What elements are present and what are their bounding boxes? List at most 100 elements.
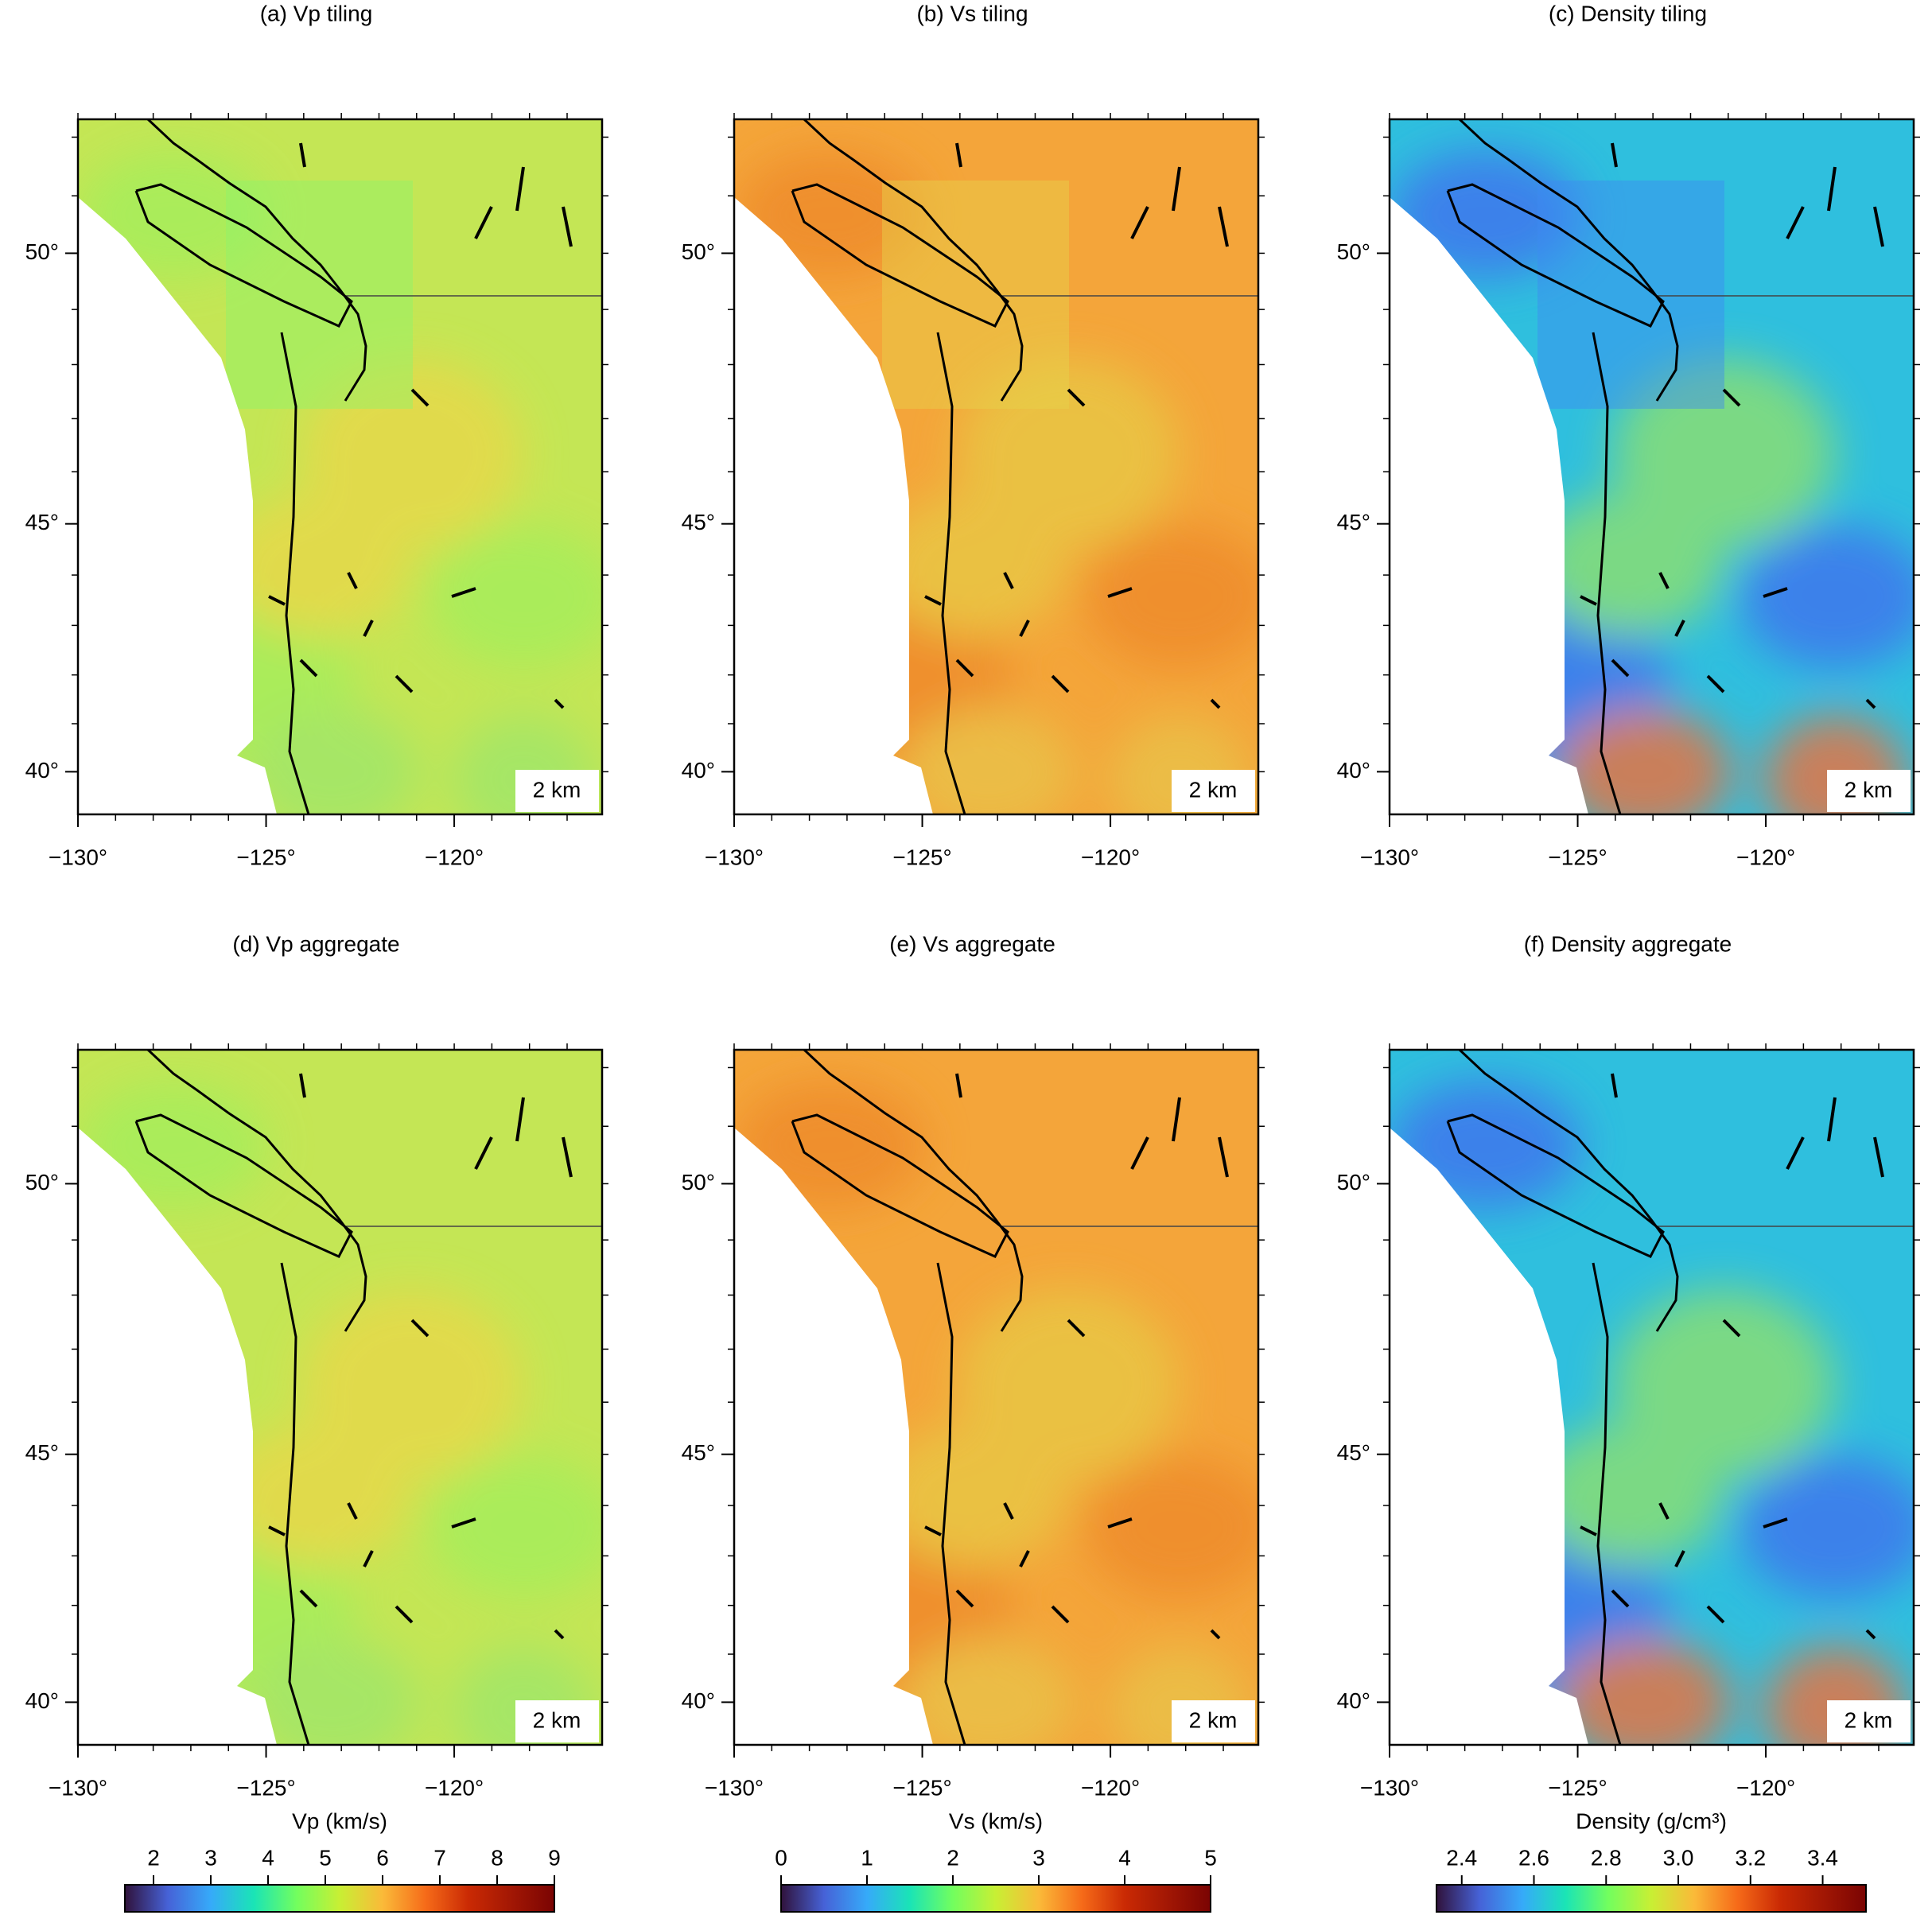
- map-image: [78, 1050, 602, 1745]
- colorbar: Vp (km/s) 2 3 4 5 6 7 8 9: [124, 1808, 561, 1913]
- y-tick-label: 50°: [682, 1170, 715, 1195]
- ocean: [78, 1050, 277, 1745]
- map-blob: [1084, 1455, 1258, 1599]
- ocean: [734, 119, 933, 814]
- fault: [1611, 142, 1618, 168]
- colorbar: Vs (km/s) 0 1 2 3 4 5: [775, 1808, 1217, 1913]
- fault: [1172, 1097, 1181, 1142]
- x-tick-label: −125°: [236, 1775, 295, 1800]
- fault: [1827, 1097, 1837, 1142]
- depth-label: 2 km: [1845, 1707, 1893, 1732]
- coastline: [146, 1050, 367, 1332]
- fault: [1763, 587, 1788, 598]
- depth-box: [1172, 1700, 1255, 1742]
- fault: [1674, 1550, 1685, 1567]
- frame: [733, 1048, 1260, 1746]
- depth-box: [1172, 770, 1255, 812]
- y-tick-label: 50°: [25, 1170, 59, 1195]
- fault: [1051, 1605, 1070, 1624]
- map-blob: [1084, 525, 1258, 668]
- colorbar-tick-label: 2.8: [1591, 1845, 1622, 1870]
- fault: [924, 595, 942, 606]
- map-blob: [1740, 1455, 1914, 1599]
- map-panel: −130° −125° −120° 40° 45° 50° (f) Density aggr…: [1337, 931, 1920, 1800]
- depth-box: [1827, 1700, 1911, 1742]
- map-panel: −130° −125° −120° 40° 45° 50° (d) Vp aggregate…: [25, 931, 608, 1800]
- colorbar-label: Density (g/cm³): [1576, 1808, 1727, 1833]
- fault: [347, 1502, 358, 1520]
- x-tick-label: −125°: [1548, 1775, 1607, 1800]
- x-tick-label: −130°: [1360, 1775, 1419, 1800]
- fault: [1658, 1502, 1670, 1520]
- fault: [1019, 1550, 1030, 1567]
- x-tick-label: −130°: [705, 845, 764, 869]
- frame: [76, 118, 604, 816]
- map-image: [1390, 119, 1914, 814]
- fault: [474, 1136, 493, 1170]
- x-tick-label: −120°: [425, 845, 484, 869]
- depth-label: 2 km: [533, 1707, 581, 1732]
- fault: [1210, 1629, 1221, 1640]
- colorbar: Density (g/cm³) 2.4 2.6 2.8 3.0 3.2 3.4: [1436, 1808, 1867, 1913]
- fault: [1658, 572, 1670, 589]
- coastline: [1458, 1050, 1679, 1332]
- panel-title: (f) Density aggregate: [1524, 931, 1732, 956]
- fault: [451, 1517, 476, 1529]
- map-blob: [1557, 1638, 1732, 1745]
- fault: [1873, 1136, 1884, 1178]
- depth-label: 2 km: [1189, 1707, 1238, 1732]
- coastline: [1446, 1113, 1665, 1258]
- y-tick-label: 50°: [682, 239, 715, 264]
- fault: [347, 572, 358, 589]
- map-panel: −130° −125° −120° 40° 45° 50° (b) Vs tiling 2 k…: [682, 1, 1265, 869]
- fault: [299, 1073, 306, 1098]
- colorbar-tick-label: 3: [1032, 1845, 1045, 1870]
- colorbar-tick-label: 3.0: [1663, 1845, 1694, 1870]
- x-tick-label: −125°: [892, 845, 951, 869]
- fault: [1865, 698, 1876, 709]
- fault: [299, 658, 318, 678]
- panel-title: (d) Vp aggregate: [232, 931, 399, 956]
- colorbar-label: Vp (km/s): [292, 1808, 387, 1833]
- map-image: [734, 1050, 1258, 1745]
- colorbar-tick-label: 3.4: [1807, 1845, 1838, 1870]
- coastline: [803, 119, 1024, 402]
- fault: [395, 674, 414, 693]
- map-panel: −130° −125° −120° 40° 45° 50° (a) Vp tiling 2 k…: [25, 1, 608, 869]
- frame: [76, 1048, 604, 1746]
- tile: [226, 181, 413, 409]
- map-blob: [1533, 1424, 1724, 1567]
- fault: [1722, 388, 1741, 407]
- fault: [1827, 166, 1837, 212]
- fault: [1865, 1629, 1876, 1640]
- tile: [1537, 181, 1724, 409]
- panel-title: (c) Density tiling: [1549, 1, 1707, 25]
- y-tick-label: 40°: [682, 758, 715, 783]
- colorbar-ramp: [1436, 1884, 1867, 1913]
- map-blob: [901, 1638, 1076, 1745]
- frame: [733, 118, 1260, 816]
- y-tick-label: 40°: [1337, 1688, 1370, 1713]
- tile: [882, 181, 1069, 409]
- fault: [1674, 620, 1685, 637]
- colorbar-tick-label: 2: [947, 1845, 959, 1870]
- fault: [1786, 206, 1805, 239]
- colorbar-tick-label: 1: [861, 1845, 873, 1870]
- map-blob: [428, 525, 602, 668]
- y-tick-label: 45°: [25, 510, 59, 534]
- y-tick-label: 40°: [25, 758, 59, 783]
- colorbar-tick-label: 5: [319, 1845, 332, 1870]
- coastline: [280, 1262, 310, 1745]
- y-tick-label: 40°: [682, 1688, 715, 1713]
- ocean: [734, 1050, 933, 1745]
- x-tick-label: −130°: [1360, 845, 1419, 869]
- frame: [1388, 1048, 1915, 1746]
- fault: [1067, 1319, 1086, 1338]
- fault: [1019, 620, 1030, 637]
- y-tick-label: 40°: [1337, 758, 1370, 783]
- fault: [955, 1073, 962, 1098]
- fault: [1873, 206, 1884, 247]
- fault: [1172, 166, 1181, 212]
- fault: [299, 142, 306, 168]
